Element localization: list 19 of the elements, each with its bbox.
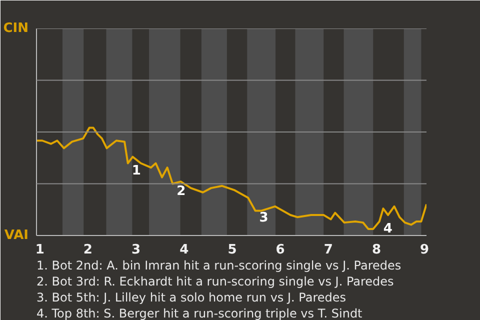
annotation: 3 xyxy=(259,210,268,226)
text: 2. Bot 3rd: R. Eckhardt hit a run-scoring single vs J. Paredes xyxy=(36,274,394,288)
x-tick-label: 2 xyxy=(83,242,92,258)
text: CIN xyxy=(3,21,29,36)
x-tick-label: 4 xyxy=(180,242,189,258)
x-tick-label: 8 xyxy=(372,242,382,258)
text: VAI xyxy=(4,228,28,243)
text: 4. Top 8th: S. Berger hit a run-scoring triple vs T. Sindt xyxy=(36,306,363,320)
annotation: 2 xyxy=(176,184,186,199)
x-tick-label: 6 xyxy=(276,242,285,258)
text: 3. Bot 5th: J. Lilley hit a solo home run vs J. Paredes xyxy=(36,290,346,304)
text: 1. Bot 2nd: A. bin Imran hit a run-scoring single vs J. Paredes xyxy=(36,258,402,272)
x-tick-label: 1 xyxy=(35,242,44,258)
x-tick-label: 9 xyxy=(420,242,430,258)
annotation: 4 xyxy=(383,221,392,236)
x-tick-label: 7 xyxy=(324,242,333,258)
x-tick-label: 3 xyxy=(132,242,141,258)
x-tick-label: 5 xyxy=(228,242,237,258)
annotation: 1 xyxy=(132,163,141,178)
